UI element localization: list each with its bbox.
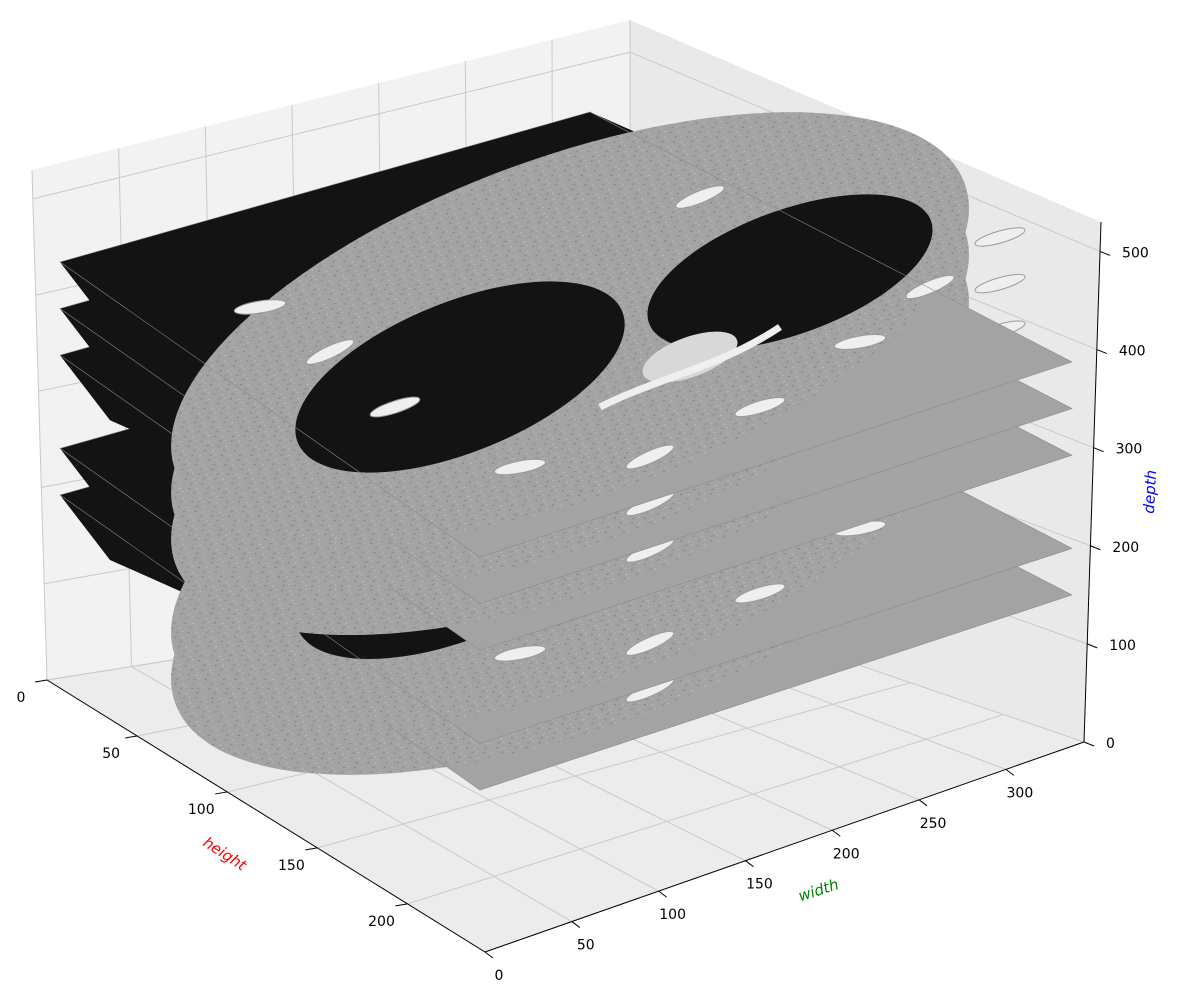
tick-label: 200	[833, 846, 860, 862]
tick-label: 0	[17, 690, 26, 706]
tick-label: 100	[1109, 638, 1136, 654]
depth-axis-label: depth	[1140, 469, 1160, 514]
tick-label: 300	[1007, 785, 1034, 801]
tick-label: 50	[577, 938, 595, 954]
depth-axis-line	[1083, 221, 1102, 743]
tick-label: 150	[746, 877, 773, 893]
tick-label: 50	[102, 746, 120, 762]
width-axis-line	[484, 741, 1085, 953]
tick-label: 0	[1106, 736, 1115, 752]
height-axis-label: height	[200, 833, 251, 875]
tick-label: 300	[1116, 442, 1143, 458]
height-axis-line	[46, 679, 486, 953]
ct-slices	[59, 111, 1073, 791]
tick-label: 250	[920, 816, 947, 832]
ct-slice	[59, 111, 1073, 558]
tick-label: 200	[368, 914, 395, 930]
axis-ticks: 0 50 100 150 200 0 50 100 150 200 250 300 0 100 200 300…	[17, 245, 1149, 984]
tick-label: 150	[278, 858, 305, 874]
tick-label: 500	[1122, 245, 1149, 261]
tick-label: 100	[659, 907, 686, 923]
width-axis-label: width	[796, 875, 841, 905]
tick-label: 0	[495, 968, 504, 984]
tick-label: 400	[1119, 344, 1146, 360]
tick-label: 100	[188, 802, 215, 818]
tick-label: 200	[1112, 540, 1139, 556]
